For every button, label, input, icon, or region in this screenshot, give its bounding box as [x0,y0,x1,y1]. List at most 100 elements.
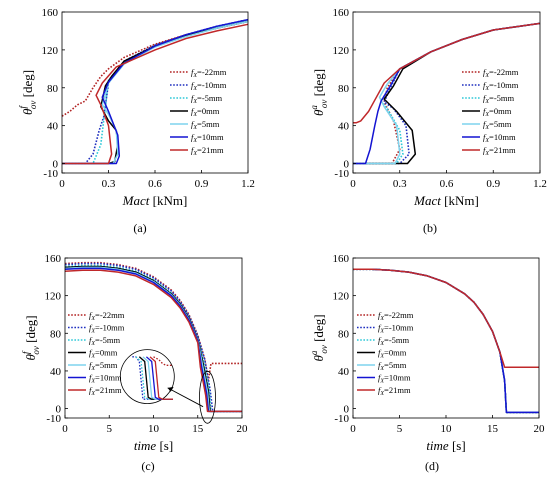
legend-label-c-5: fX=10mm [89,373,122,385]
caption-d: (d) [425,459,439,473]
zoom-arrow-line [167,387,204,408]
y-tick-label-c-5: 160 [45,253,62,265]
legend-label-d-5: fX=10mm [378,373,411,385]
x-axis-label-d: time [s] [426,438,465,453]
legend-label-b-4: fX=5mm [483,119,512,131]
legend-label-a-6: fX=21mm [191,145,224,157]
legend-label-a-2: fX=-5mm [191,93,223,105]
y-axis-label-d: θaov [deg] [309,314,329,361]
legend-label-c-4: fX=5mm [89,360,118,372]
x-tick-label-d-2: 10 [441,423,453,435]
zoom-inset-circle [119,349,175,404]
chart-a: 0 0.3 0.6 0.9 1.2 -100 40 80 120 160 Mact [kNm] θfo… [18,7,255,235]
legend-label-b-2: fX=-5mm [483,93,515,105]
zoom-arrow-head [167,386,174,392]
legend-label-b-1: fX=-10mm [483,80,519,92]
y-tick-label-d-1: 0 [344,404,350,416]
x-tick-label-a-0: 0 [59,178,65,190]
x-tick-label-b-3: 0.9 [486,178,500,190]
series-line-b-6 [353,22,541,124]
y-tick-label-b-4: 120 [333,45,350,57]
legend-label-c-1: fX=-10mm [89,323,125,335]
y-tick-label-c-3: 80 [50,328,62,340]
x-tick-label-c-4: 20 [237,423,249,435]
chart-c: 0 5 10 15 20 -100 40 80 120 160 time [s] θfov [deg]… [21,253,248,473]
y-tick-label-c-4: 120 [45,291,62,303]
y-tick-label-a-1: 0 [53,159,59,171]
y-tick-label-a-5: 160 [42,7,59,19]
legend-label-c-0: fX=-22mm [89,310,125,322]
legend-label-a-3: fX=0mm [191,106,220,118]
y-tick-label-b-5: 160 [333,7,350,19]
x-tick-label-b-1: 0.3 [393,178,407,190]
y-tick-label-d-5: 160 [333,253,350,265]
x-tick-label-d-4: 20 [534,423,546,435]
series-line-a-4 [62,20,249,165]
legend-label-d-2: fX=-5mm [378,335,410,347]
x-axis-label-a: Mact [kNm] [122,193,188,208]
caption-c: (c) [141,459,154,473]
series-line-b-0 [353,22,541,165]
legend-label-b-0: fX=-22mm [483,67,519,79]
legend-label-b-5: fX=10mm [483,132,516,144]
y-tick-label-d-0: -10 [334,413,349,425]
legend-label-b-6: fX=21mm [483,145,516,157]
x-tick-label-a-3: 0.9 [195,178,209,190]
zoom-inset-line-0 [132,356,173,400]
legend-label-d-1: fX=-10mm [378,323,414,335]
y-tick-label-c-2: 40 [50,366,62,378]
y-tick-label-a-2: 40 [47,121,59,133]
y-tick-label-b-2: 40 [338,121,350,133]
y-tick-label-a-0: -10 [43,168,58,180]
legend-label-d-3: fX=0mm [378,348,407,360]
series-line-c-1 [64,262,242,413]
zoom-inset-line-6 [153,356,173,366]
x-tick-label-d-3: 15 [487,423,499,435]
x-tick-label-b-4: 1.2 [533,178,547,190]
y-tick-label-b-1: 0 [344,159,350,171]
y-tick-label-a-4: 120 [42,45,59,57]
legend-label-d-4: fX=5mm [378,360,407,372]
legend-label-a-1: fX=-10mm [191,80,227,92]
x-tick-label-a-4: 1.2 [241,178,255,190]
legend-label-c-2: fX=-5mm [89,335,121,347]
caption-a: (a) [133,221,146,235]
x-tick-label-c-3: 15 [192,423,204,435]
y-tick-label-d-3: 80 [338,328,350,340]
series-line-c-5 [64,267,242,413]
y-tick-label-a-3: 80 [47,83,59,95]
series-line-a-2 [62,19,249,165]
x-tick-label-b-2: 0.6 [440,178,454,190]
caption-b: (b) [423,221,437,235]
y-axis-label-c: θfov [deg] [21,315,41,360]
legend-label-a-4: fX=5mm [191,119,220,131]
chart-b: 0 0.3 0.6 0.9 1.2 -100 40 80 120 160 Mact [kNm] θao… [309,7,547,235]
x-tick-label-c-0: 0 [62,423,68,435]
y-tick-label-b-3: 80 [338,83,350,95]
legend-label-b-3: fX=0mm [483,106,512,118]
y-tick-label-c-1: 0 [56,404,62,416]
x-axis-label-b: Mact [kNm] [413,193,479,208]
x-tick-label-c-1: 5 [107,423,113,435]
series-line-d-6 [353,268,539,368]
x-tick-label-c-2: 10 [148,423,160,435]
legend-label-d-6: fX=21mm [378,385,411,397]
legend-label-d-0: fX=-22mm [378,310,414,322]
x-tick-label-b-0: 0 [350,178,356,190]
y-tick-label-b-0: -10 [334,168,349,180]
x-axis-label-c: time [s] [134,438,173,453]
x-tick-label-a-1: 0.3 [102,178,116,190]
zoom-inset-line-5 [149,356,173,400]
chart-d: 0 5 10 15 20 -100 40 80 120 160 time [s] θaov [deg]… [309,253,545,473]
legend-label-a-5: fX=10mm [191,132,224,144]
series-line-a-5 [62,18,249,165]
y-axis-label-a: θfov [deg] [18,70,38,115]
legend-label-c-3: fX=0mm [89,348,118,360]
highlight-ellipse [199,370,216,424]
x-tick-label-d-1: 5 [397,423,403,435]
y-tick-label-d-4: 120 [333,291,350,303]
x-tick-label-d-0: 0 [350,423,356,435]
legend-label-c-6: fX=21mm [89,385,122,397]
y-tick-label-d-2: 40 [338,366,350,378]
